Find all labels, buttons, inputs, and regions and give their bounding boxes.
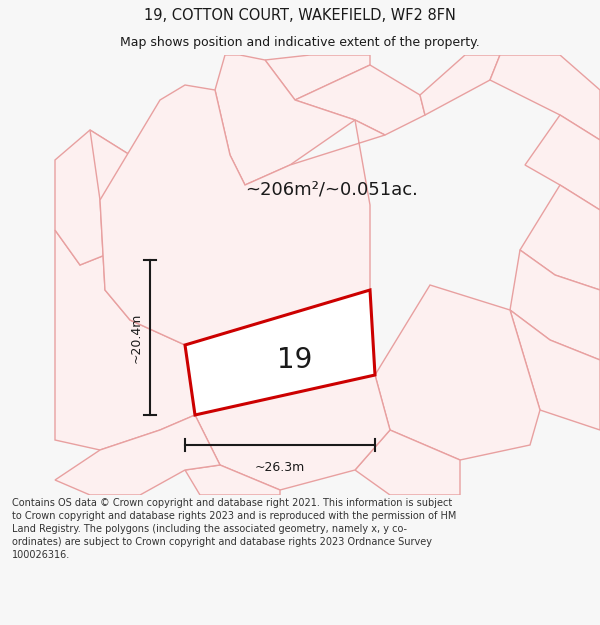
Polygon shape (265, 55, 370, 100)
Polygon shape (55, 230, 195, 450)
Text: Map shows position and indicative extent of the property.: Map shows position and indicative extent… (120, 36, 480, 49)
Polygon shape (185, 290, 375, 415)
Polygon shape (90, 130, 185, 345)
Polygon shape (490, 55, 600, 140)
Polygon shape (510, 250, 600, 360)
Polygon shape (195, 375, 390, 490)
Polygon shape (295, 65, 425, 135)
Polygon shape (510, 310, 600, 430)
Polygon shape (185, 465, 280, 495)
Text: ~20.4m: ~20.4m (130, 312, 143, 362)
Text: ~26.3m: ~26.3m (255, 461, 305, 474)
Polygon shape (55, 130, 130, 265)
Polygon shape (55, 415, 220, 495)
Polygon shape (100, 85, 385, 345)
Text: ~206m²/~0.051ac.: ~206m²/~0.051ac. (245, 181, 418, 199)
Polygon shape (420, 55, 500, 115)
Polygon shape (520, 185, 600, 290)
Polygon shape (525, 115, 600, 210)
Text: Contains OS data © Crown copyright and database right 2021. This information is : Contains OS data © Crown copyright and d… (12, 498, 457, 561)
Polygon shape (355, 430, 460, 495)
Polygon shape (375, 285, 540, 460)
Polygon shape (215, 55, 355, 185)
Text: 19: 19 (277, 346, 313, 374)
Text: 19, COTTON COURT, WAKEFIELD, WF2 8FN: 19, COTTON COURT, WAKEFIELD, WF2 8FN (144, 8, 456, 23)
